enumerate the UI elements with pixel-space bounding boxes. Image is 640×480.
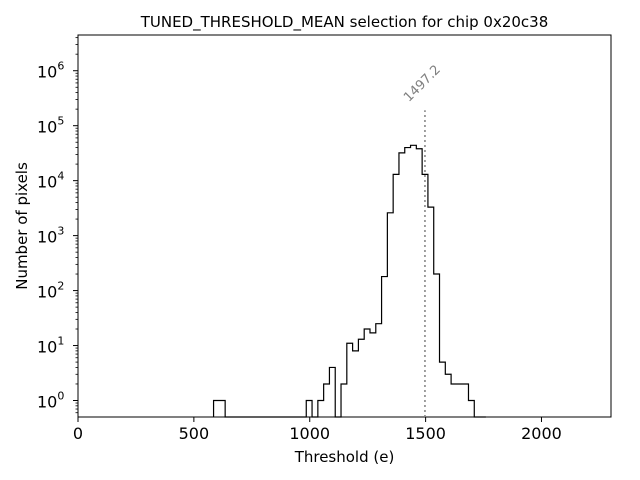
y-tick-mantissa: 10 (37, 173, 57, 192)
y-tick-exponent: 2 (57, 280, 64, 293)
histogram-step-line (212, 144, 486, 418)
y-tick-mantissa: 10 (37, 283, 57, 302)
y-tick-exponent: 3 (57, 225, 64, 238)
x-tick-label: 2000 (521, 424, 562, 443)
y-tick-exponent: 6 (57, 60, 64, 73)
x-axis: 0 500 1000 1500 2000 (73, 417, 562, 443)
y-tick-mantissa: 10 (37, 393, 57, 412)
x-axis-label: Threshold (e) (294, 448, 395, 466)
y-tick-exponent: 4 (57, 170, 64, 183)
chart-title: TUNED_THRESHOLD_MEAN selection for chip … (140, 13, 549, 32)
y-tick-label: 106 (37, 60, 64, 82)
x-tick-label: 1000 (289, 424, 330, 443)
y-tick-mantissa: 10 (37, 118, 57, 137)
plot-frame (77, 34, 612, 418)
y-tick-mantissa: 10 (37, 228, 57, 247)
y-tick-mantissa: 10 (37, 63, 57, 82)
y-tick-label: 103 (37, 225, 64, 247)
y-tick-exponent: 1 (57, 335, 64, 348)
y-tick-label: 104 (37, 170, 64, 192)
x-tick-label: 1500 (405, 424, 446, 443)
y-tick-exponent: 0 (57, 390, 64, 403)
y-tick-label: 100 (37, 390, 64, 412)
y-tick-label: 101 (37, 335, 64, 357)
x-tick-label: 0 (73, 424, 83, 443)
mean-marker-label: 1497.2 (401, 62, 444, 105)
y-axis-label: Number of pixels (13, 162, 31, 290)
x-tick-label: 500 (179, 424, 210, 443)
y-tick-exponent: 5 (57, 115, 64, 128)
y-tick-label: 105 (37, 115, 64, 137)
y-tick-label: 102 (37, 280, 64, 302)
y-tick-mantissa: 10 (37, 338, 57, 357)
